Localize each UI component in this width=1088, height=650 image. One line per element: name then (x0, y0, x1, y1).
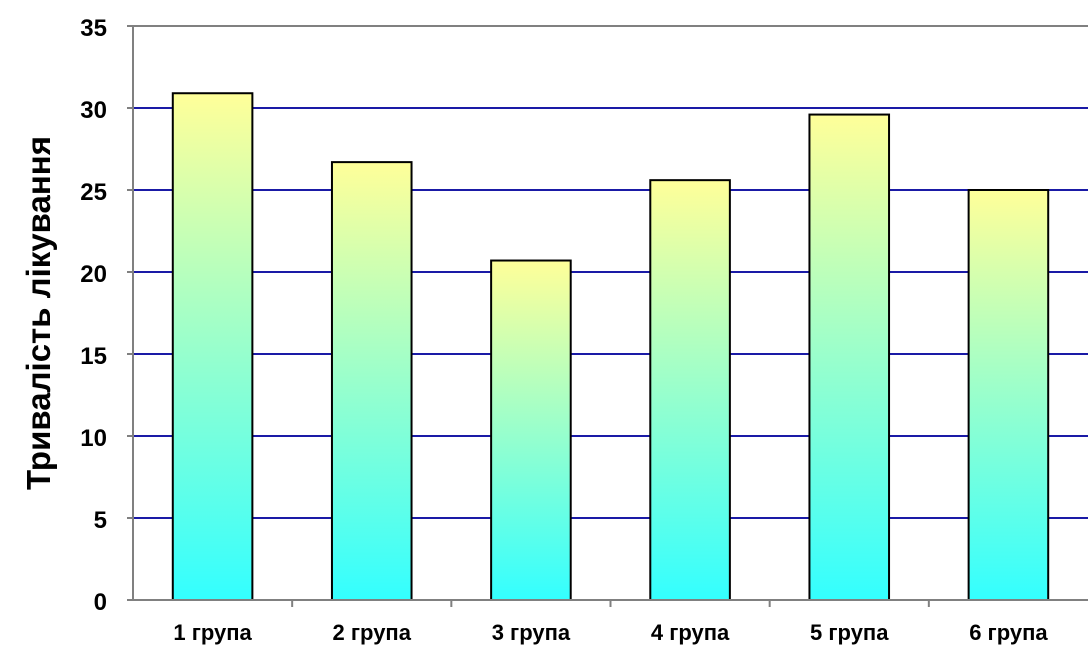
gridlines (133, 107, 1088, 519)
x-tick-label: 2 група (333, 620, 412, 645)
y-axis-label: Тривалість лікування (20, 136, 57, 490)
bar-6 (967, 189, 1050, 601)
y-tick-labels: 0 5 10 15 20 25 30 35 (80, 15, 133, 616)
x-tick-label: 5 група (810, 620, 889, 645)
bar-5 (808, 113, 891, 601)
y-tick-label: 10 (80, 425, 107, 452)
bars (171, 92, 1050, 602)
bar-3 (490, 259, 572, 601)
x-tick-label: 6 група (969, 620, 1048, 645)
y-tick-label: 20 (80, 261, 107, 288)
x-tick-label: 4 група (651, 620, 730, 645)
y-tick-label: 25 (80, 179, 107, 206)
bar-1 (171, 92, 254, 602)
y-tick-label: 15 (80, 343, 107, 370)
y-tick-label: 5 (94, 507, 107, 534)
x-tick-label: 1 група (173, 620, 252, 645)
y-tick-label: 30 (80, 97, 107, 124)
y-tick-label: 35 (80, 15, 107, 42)
y-tick-label: 0 (94, 589, 107, 616)
bar-4 (649, 179, 731, 601)
x-tick-label: 3 група (492, 620, 571, 645)
bar-2 (330, 161, 413, 601)
axes (132, 25, 1088, 601)
x-tick-labels: 1 група 2 група 3 група 4 група 5 група 6 гру… (173, 600, 1048, 645)
